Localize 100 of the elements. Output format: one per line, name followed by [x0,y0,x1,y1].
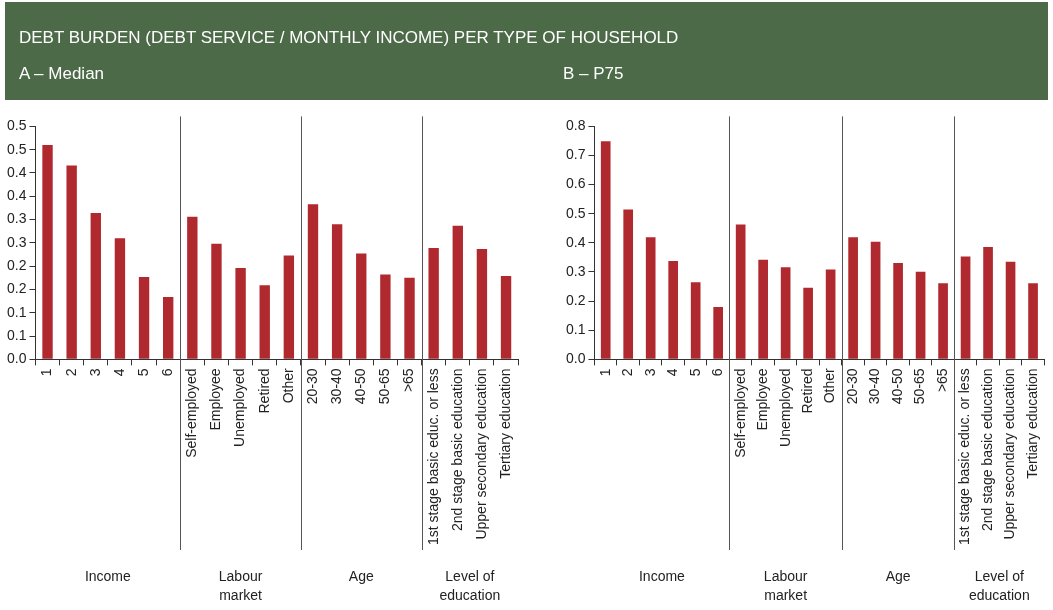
y-tick-label: 0.1 [6,326,27,343]
x-tick-label: 4 [110,368,127,377]
bar [825,269,836,359]
bar [500,275,512,359]
text: Age [348,567,374,584]
chart-subtitle: B – P75 [563,64,624,84]
x-tick-label: Other [279,368,296,404]
bar [848,237,858,359]
x-tick-label: Unemployed [231,368,248,447]
y-tick-label: 0.4 [6,187,27,204]
x-tick-label: 30-40 [866,368,883,405]
bar [713,306,723,359]
x-tick-label: Upper secondary education [1001,368,1018,540]
x-tick-label: Tertiary education [496,368,513,479]
bar [1005,261,1016,359]
bar [259,285,270,359]
y-tick-label: 0.8 [565,117,586,134]
y-tick-label: 0.6 [565,175,586,192]
x-tick-label: 20-30 [843,368,860,405]
y-tick-label: 0.3 [565,262,586,279]
text: Income [84,567,132,584]
y-tick-label: 0.2 [6,280,27,297]
x-tick-label: Upper secondary education [472,368,489,540]
x-tick-label: 50-65 [911,368,928,405]
x-tick-label: 1 [38,368,55,377]
x-tick-label: Other [821,368,838,404]
x-tick-label: 2nd stage basic education [978,368,995,532]
bar [428,248,439,359]
y-tick-label: 0.7 [565,146,586,163]
text: Labour market [763,567,808,603]
bar [235,268,246,359]
bar [452,225,463,359]
x-tick-label: 50-65 [376,368,393,405]
bar [915,271,926,359]
x-tick-label: 3 [86,368,103,377]
text: Age [885,567,911,584]
text: Level of education [439,567,501,603]
bar [380,274,391,359]
bar [893,262,903,359]
bar [42,145,53,359]
bar [66,165,77,359]
x-tick-label: Retired [255,368,272,414]
x-tick-label: 1 [596,368,613,377]
y-tick-label: 0.2 [6,257,27,274]
bar [600,141,611,359]
x-tick-label: 1st stage basic educ. or less [956,368,973,546]
bar [356,253,367,359]
bar [645,237,656,359]
bar [938,283,948,359]
x-tick-label: 40-50 [352,368,369,405]
y-tick-label: 0.2 [565,291,586,308]
bar [690,282,701,359]
bar [163,296,174,359]
x-tick-label: 5 [134,368,151,377]
bar [960,256,971,359]
chart-subtitle: A – Median [19,64,105,84]
x-tick-label: 6 [709,368,726,377]
x-tick-label: 2 [619,368,636,377]
text: Labour market [218,567,263,603]
text: Income [638,567,686,584]
y-tick-label: 0.5 [6,140,27,157]
x-tick-label: 6 [159,368,176,377]
bar [187,216,198,359]
x-tick-label: Self-employed [183,368,200,458]
bar [211,243,222,359]
x-tick-label: Employee [754,368,771,431]
x-tick-label: 2 [62,368,79,377]
bar [668,260,679,359]
y-tick-label: 0.4 [6,163,27,180]
x-tick-label: Tertiary education [1023,368,1040,479]
bar [307,204,319,359]
bar [283,255,295,359]
y-tick-label: 0.0 [565,350,586,367]
y-tick-label: 0.3 [6,233,27,250]
text: Level of education [968,567,1030,603]
bar [138,276,150,359]
bar [780,267,791,359]
bar [758,259,768,359]
x-tick-label: 4 [664,368,681,377]
y-tick-label: 0.0 [6,350,27,367]
y-tick-label: 0.5 [6,117,27,134]
bar [623,209,634,359]
y-tick-label: 0.1 [565,321,586,338]
bar [983,246,993,359]
bar [870,241,881,359]
bar [735,224,746,359]
bar [803,287,813,359]
x-tick-label: Unemployed [776,368,793,447]
x-tick-label: Self-employed [731,368,748,458]
bar [331,224,343,359]
x-tick-label: 2nd stage basic education [448,368,465,532]
bar [1028,283,1038,359]
x-tick-label: 30-40 [327,368,344,405]
x-tick-label: >65 [400,368,417,393]
y-tick-label: 0.1 [6,303,27,320]
x-tick-label: 40-50 [888,368,905,405]
y-tick-label: 0.5 [565,204,586,221]
x-tick-label: 20-30 [303,368,320,405]
y-tick-label: 0.4 [565,233,586,250]
bar [114,238,126,359]
